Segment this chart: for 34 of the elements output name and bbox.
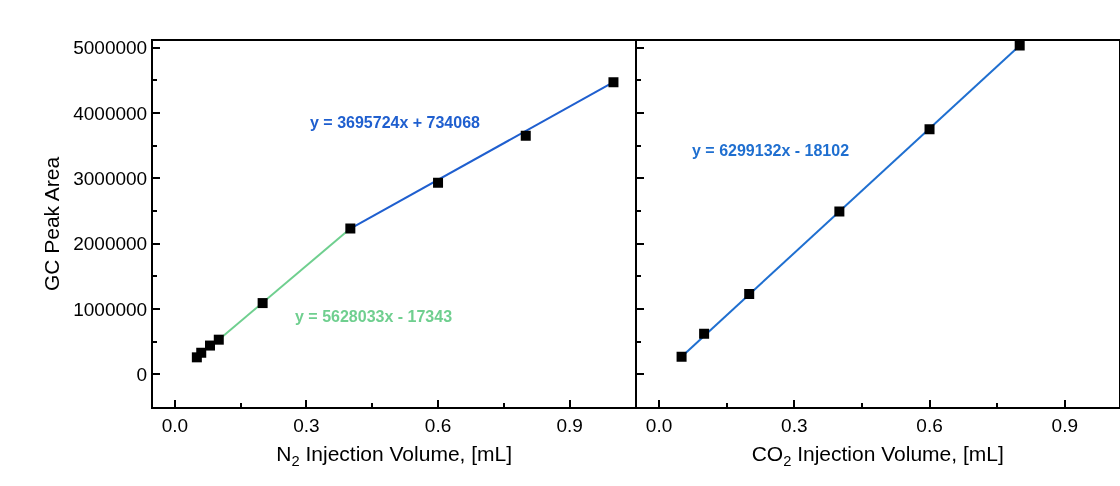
x-axis-title: CO$_{2}$ Injection Volume, [mL] bbox=[751, 442, 1004, 469]
y-tick-label: 2000000 bbox=[73, 233, 148, 255]
point bbox=[834, 206, 845, 217]
x-tick-label: 0.0 bbox=[645, 414, 673, 436]
y-axis-title: GC Peak Area bbox=[39, 156, 63, 292]
point bbox=[608, 77, 619, 88]
point bbox=[257, 298, 268, 309]
x-tick-label: 0.0 bbox=[161, 414, 189, 436]
point bbox=[196, 347, 207, 358]
point bbox=[520, 130, 531, 141]
y-tick-label: 1000000 bbox=[73, 298, 148, 320]
point bbox=[213, 334, 224, 345]
x-tick-label: 0.6 bbox=[916, 414, 943, 436]
point bbox=[744, 288, 755, 299]
x-tick-label: 0.3 bbox=[293, 414, 320, 436]
annotation: y = 3695724x + 734068 bbox=[310, 114, 481, 131]
point bbox=[205, 340, 216, 351]
x-tick-label: 0.6 bbox=[424, 414, 452, 436]
x-tick-label: 0.9 bbox=[1051, 414, 1078, 436]
point bbox=[433, 177, 444, 188]
point bbox=[1014, 41, 1025, 51]
y-tick-label: 0 bbox=[136, 363, 148, 385]
y-tick-label: 3000000 bbox=[73, 167, 148, 189]
annotation: y = 5628033x - 17343 bbox=[295, 308, 453, 325]
y-tick-label: 4000000 bbox=[73, 102, 148, 124]
x-tick-label: 0.3 bbox=[781, 414, 808, 436]
x-tick-label: 0.9 bbox=[556, 414, 583, 436]
x-axis-title: N$_{2}$ Injection Volume, [mL] bbox=[276, 442, 513, 469]
y-tick-label: 5000000 bbox=[73, 37, 148, 59]
annotation: y = 6299132x - 18102 bbox=[692, 142, 850, 159]
point bbox=[345, 223, 356, 234]
point bbox=[924, 124, 935, 135]
point bbox=[699, 328, 710, 339]
point bbox=[676, 351, 687, 362]
